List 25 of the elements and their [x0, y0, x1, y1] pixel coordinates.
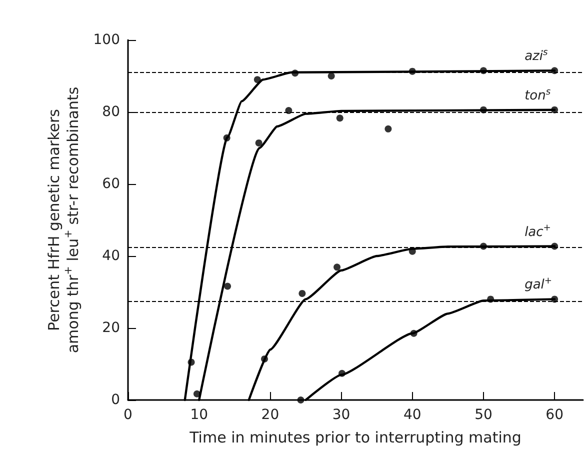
y-tick-label: 40	[102, 248, 120, 264]
y-tick-label: 60	[102, 176, 120, 192]
series-label: gal+	[524, 276, 552, 293]
x-tick-label: 40	[403, 407, 422, 423]
x-tick-label: 30	[332, 407, 350, 423]
point	[298, 290, 306, 297]
point	[224, 282, 232, 290]
point	[334, 264, 341, 271]
y-tick-label: 0	[111, 392, 120, 408]
point	[328, 72, 335, 80]
x-tick-label: 50	[474, 407, 492, 423]
y-tick-label: 20	[102, 320, 120, 336]
y-tick-label: 80	[102, 104, 120, 120]
x-tick-label: 60	[546, 407, 564, 423]
point	[255, 139, 262, 146]
point	[336, 114, 344, 122]
x-tick-label: 0	[124, 407, 132, 423]
point	[297, 396, 304, 404]
point	[384, 125, 392, 132]
x-axis-title: Time in minutes prior to interrupting mating	[188, 428, 522, 446]
x-tick-label: 10	[190, 407, 208, 423]
x-tick-label: 20	[261, 407, 280, 423]
y-tick-label: 100	[93, 32, 120, 48]
series-label: lac+	[524, 224, 551, 240]
point	[285, 107, 292, 114]
